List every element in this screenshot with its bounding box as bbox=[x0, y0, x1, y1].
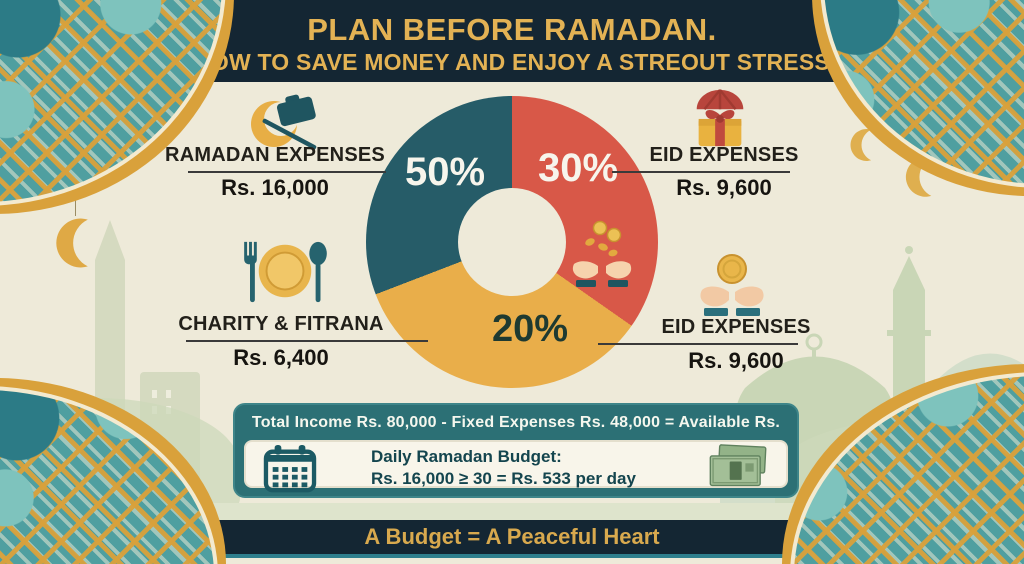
segment-label-20: 20% bbox=[491, 308, 569, 350]
daily-budget-calculation: Rs. 16,000 ≥ 30 = Rs. 533 per day bbox=[371, 469, 636, 488]
daily-budget-title: Daily Ramadan Budget: bbox=[371, 447, 562, 466]
leader-line bbox=[188, 171, 386, 173]
crescent-moon-icon bbox=[850, 129, 872, 161]
callout-title-charity-fitrana: CHARITY & FITRANA bbox=[178, 313, 384, 335]
plate-cutlery-icon bbox=[244, 241, 327, 303]
callout-title-eid-expenses-bottom: EID EXPENSES bbox=[661, 316, 811, 338]
callout-amount-ramadan-expenses: Rs. 16,000 bbox=[221, 175, 329, 200]
daily-budget-text: Daily Ramadan Budget: Rs. 16,000 ≥ 30 = … bbox=[371, 446, 636, 490]
leader-line bbox=[612, 171, 790, 173]
callout-title-ramadan-expenses: RAMADAN EXPENSES bbox=[165, 144, 385, 166]
donut-chart bbox=[366, 96, 658, 388]
segment-label-50: 50% bbox=[404, 150, 486, 194]
hands-coin-icon bbox=[700, 254, 764, 316]
page-title: PLAN BEFORE RAMADAN. bbox=[307, 12, 717, 47]
ornament-corner-top-right bbox=[812, 0, 1024, 196]
sage-strip bbox=[0, 503, 1024, 521]
ornament-corner-top-left bbox=[0, 0, 234, 214]
callout-title-eid-expenses-top: EID EXPENSES bbox=[649, 144, 799, 166]
segment-label-30: 30% bbox=[537, 146, 619, 190]
ramadan-goods-icon bbox=[251, 94, 317, 150]
gift-icon bbox=[696, 89, 744, 147]
page-subtitle: HOW TO SAVE MONEY AND ENJOY A STREOUT ST… bbox=[194, 49, 830, 75]
calendar-icon bbox=[262, 444, 318, 499]
hands-with-coins-icon bbox=[572, 220, 632, 287]
bottom-accent-line bbox=[0, 554, 1024, 558]
footer-quote: A Budget = A Peaceful Heart bbox=[364, 524, 660, 549]
crescent-moon-icon bbox=[905, 157, 932, 197]
callout-amount-eid-expenses-top: Rs. 9,600 bbox=[676, 175, 772, 200]
callout-amount-eid-expenses-bottom: Rs. 9,600 bbox=[688, 348, 784, 373]
banknotes-icon bbox=[706, 443, 770, 496]
callout-amount-charity-fitrana: Rs. 6,400 bbox=[233, 345, 329, 370]
ornament-corner-bottom-left bbox=[0, 378, 226, 564]
leader-line bbox=[598, 343, 798, 345]
crescent-moon-icon bbox=[56, 218, 88, 268]
summary-panel: Total Income Rs. 80,000 - Fixed Expenses… bbox=[233, 403, 799, 498]
daily-budget-box: Daily Ramadan Budget: Rs. 16,000 ≥ 30 = … bbox=[244, 440, 788, 493]
leader-line bbox=[186, 340, 428, 342]
income-summary-line: Total Income Rs. 80,000 - Fixed Expenses… bbox=[251, 414, 781, 467]
